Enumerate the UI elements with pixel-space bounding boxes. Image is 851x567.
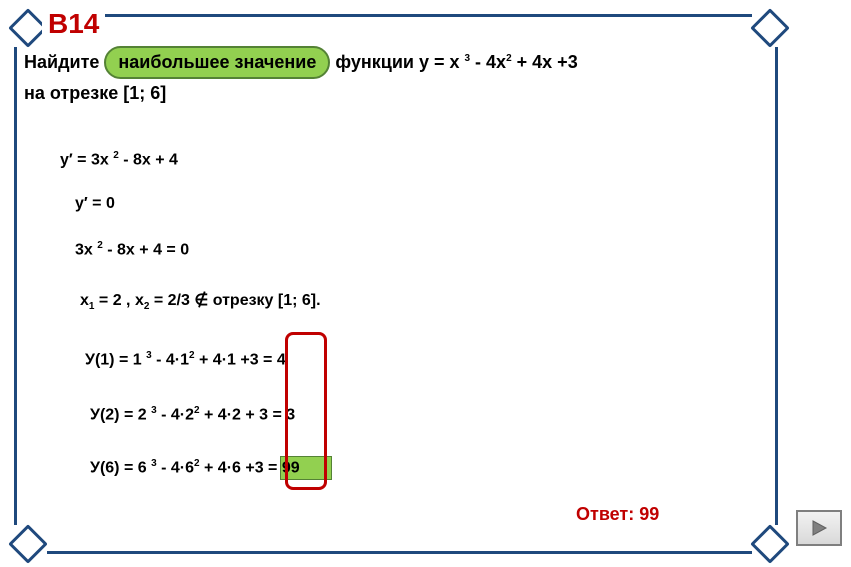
equation-line: 3х 2 - 8х + 4 = 0 xyxy=(75,240,189,259)
problem-func-part2: - 4х xyxy=(470,52,506,72)
next-button[interactable] xyxy=(796,510,842,546)
play-icon xyxy=(810,519,828,537)
y-at-2: У(2) = 2 3 - 4·22 + 4·2 + 3 = 3 xyxy=(90,405,295,424)
slide: В14 Найдите наибольшее значение функции … xyxy=(0,0,851,567)
problem-func-part3: + 4х +3 xyxy=(512,52,578,72)
results-column-box xyxy=(285,332,327,490)
roots-line: х1 = 2 , х2 = 2/3 ∉ отрезку [1; 6]. xyxy=(80,290,321,312)
answer-label: Ответ: 99 xyxy=(576,504,659,525)
problem-prefix: Найдите xyxy=(24,52,104,72)
highlight-phrase: наибольшее значение xyxy=(104,46,330,79)
problem-interval: на отрезке [1; 6] xyxy=(24,83,166,103)
derivative-line: у′ = 3х 2 - 8х + 4 xyxy=(60,150,178,169)
derivative-zero: у′ = 0 xyxy=(75,195,115,213)
y-at-6: У(6) = 6 3 - 4·62 + 4·6 +3 = 99 xyxy=(90,458,300,477)
task-number-title: В14 xyxy=(42,8,105,40)
y-at-1: У(1) = 1 3 - 4·12 + 4·1 +3 = 4 xyxy=(85,350,286,369)
problem-func-part1: функции у = х xyxy=(330,52,464,72)
problem-statement: Найдите наибольшее значение функции у = … xyxy=(24,46,578,108)
